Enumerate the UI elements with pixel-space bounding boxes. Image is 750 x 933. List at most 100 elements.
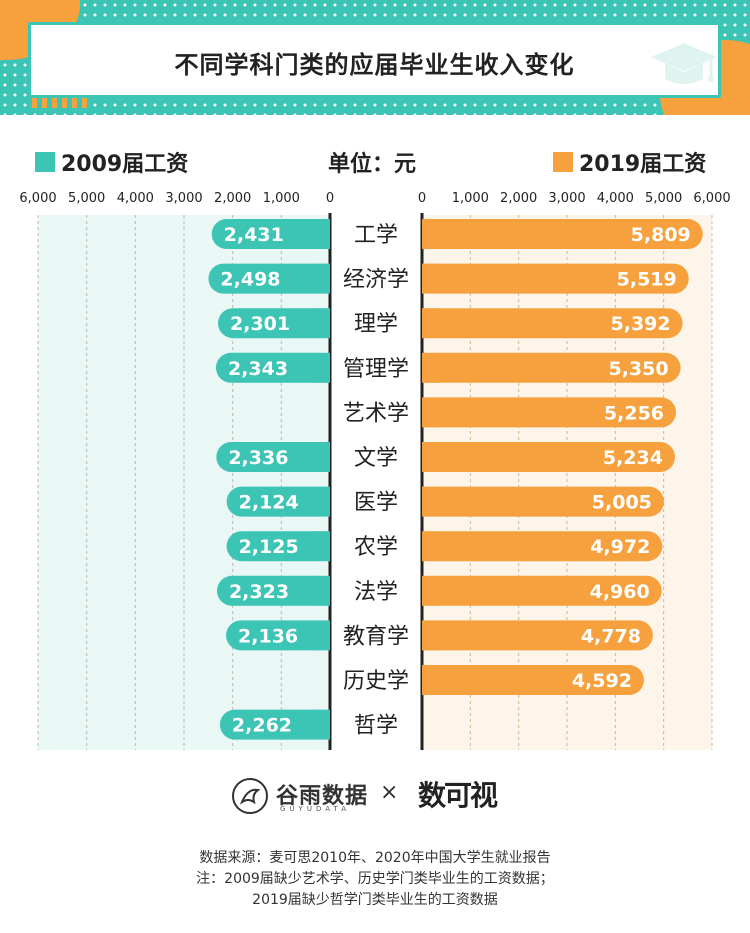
- bar-2009: [215, 352, 330, 383]
- bar-2009: [216, 442, 330, 472]
- tick-label-right: 6,000: [693, 191, 730, 206]
- tick-label-left: 3,000: [165, 191, 202, 206]
- bar-2009-label: 2,431: [224, 224, 284, 246]
- bar-2019-base: [422, 486, 438, 517]
- bar-2009-label: 2,262: [232, 715, 292, 737]
- shuke-logo-text: 数可视: [418, 779, 498, 812]
- bar-2009-base: [314, 575, 330, 606]
- bar-2009: [208, 263, 330, 294]
- bar-2009-base: [314, 620, 330, 651]
- bar-2019: [422, 531, 663, 562]
- bar-2019-base: [422, 219, 438, 249]
- category-label: 工学: [354, 223, 398, 248]
- bar-2009-label: 2,301: [230, 313, 290, 335]
- category-label: 理学: [354, 312, 398, 337]
- bar-2009-base: [314, 219, 330, 249]
- bar-2009-base: [314, 531, 330, 562]
- tick-label-right: 5,000: [645, 191, 682, 206]
- bar-2019: [422, 308, 683, 339]
- bar-2009: [226, 531, 330, 562]
- note-line-1: 注：2009届缺少艺术学、历史学门类毕业生的工资数据；: [196, 871, 554, 887]
- bar-2019: [422, 397, 677, 428]
- bar-2009-base: [314, 486, 330, 517]
- bar-2019: [422, 665, 644, 695]
- tick-label-right: 0: [418, 191, 426, 206]
- butterfly-bar-chart: 0 0 1,000 1,000 2,000 2,000 3,000 3,000 4,000 4,0…: [19, 191, 731, 750]
- bar-2009: [218, 308, 330, 339]
- legend-label-2009: 2009届工资: [61, 152, 189, 177]
- bar-2019-base: [422, 620, 438, 651]
- category-label: 教育学: [343, 624, 409, 649]
- bar-2009-base: [314, 442, 330, 472]
- source-line: 数据来源：麦可思2010年、2020年中国大学生就业报告: [199, 850, 551, 866]
- bar-2019-label: 5,519: [617, 269, 677, 291]
- collab-times: ×: [380, 780, 399, 805]
- bar-2019-label: 5,005: [592, 492, 652, 514]
- tick-label-right: 3,000: [548, 191, 585, 206]
- bar-2009-label: 2,343: [228, 358, 288, 380]
- category-label: 文学: [354, 446, 398, 471]
- bar-2019-label: 5,234: [603, 447, 663, 469]
- bar-2019-label: 4,778: [581, 625, 641, 647]
- bar-2009: [211, 219, 330, 249]
- bar-2019-label: 5,350: [608, 358, 668, 380]
- bar-2019: [422, 442, 675, 472]
- bar-2009-base: [314, 352, 330, 383]
- bar-2009-label: 2,323: [229, 581, 289, 603]
- bar-2009-label: 2,124: [239, 492, 299, 514]
- bar-2009-label: 2,498: [220, 269, 280, 291]
- category-label: 经济学: [343, 268, 409, 293]
- bar-2019-base: [422, 397, 438, 428]
- unit-label: 单位：元: [328, 152, 417, 177]
- note-line-2: 2019届缺少哲学门类毕业生的工资数据: [252, 892, 498, 908]
- bar-2019-label: 5,809: [631, 224, 691, 246]
- bar-2019-label: 4,972: [590, 536, 650, 558]
- legend-2009: 2009届工资: [35, 146, 188, 178]
- bar-2019: [422, 219, 703, 249]
- bar-2009: [226, 620, 330, 651]
- legend-swatch-2019: [553, 152, 573, 172]
- tick-label-right: 1,000: [452, 191, 489, 206]
- tick-label-right: 4,000: [597, 191, 634, 206]
- bar-2009-label: 2,125: [239, 536, 299, 558]
- bar-2019-label: 5,256: [604, 402, 664, 424]
- page-title: 不同学科门类的应届毕业生收入变化: [174, 51, 575, 79]
- bar-2019: [422, 620, 653, 651]
- category-label: 哲学: [354, 714, 398, 739]
- bar-2019-label: 4,960: [590, 581, 650, 603]
- tick-label-right: 2,000: [500, 191, 537, 206]
- tick-label-left: 4,000: [117, 191, 154, 206]
- category-label: 艺术学: [343, 401, 409, 426]
- bar-2009: [226, 486, 330, 517]
- tick-label-left: 2,000: [214, 191, 251, 206]
- tick-label-left: 6,000: [19, 191, 56, 206]
- bar-2019-base: [422, 352, 438, 383]
- bar-2009: [219, 709, 330, 740]
- category-label: 管理学: [343, 357, 409, 382]
- bar-2019-label: 5,392: [611, 313, 671, 335]
- guyu-bird-icon: [232, 778, 268, 814]
- bar-2019-base: [422, 308, 438, 339]
- tick-label-left: 1,000: [263, 191, 300, 206]
- bar-2009-base: [314, 709, 330, 740]
- graduation-cap-icon: [651, 43, 717, 84]
- bar-2019: [422, 486, 664, 517]
- guyu-logo-text: 谷雨数据: [276, 784, 369, 809]
- bar-2009-base: [314, 263, 330, 294]
- tick-label-left: 0: [326, 191, 334, 206]
- bar-2019: [422, 352, 681, 383]
- tick-label-left: 5,000: [68, 191, 105, 206]
- bar-2009-base: [314, 308, 330, 339]
- category-label: 医学: [354, 491, 398, 516]
- bar-2019-base: [422, 442, 438, 472]
- bar-2019-base: [422, 665, 438, 695]
- bar-2019-base: [422, 531, 438, 562]
- legend-2019: 2019届工资: [553, 146, 706, 178]
- title-box: 不同学科门类的应届毕业生收入变化: [28, 22, 721, 98]
- bar-2009: [216, 575, 330, 606]
- bar-2019: [422, 263, 689, 294]
- bar-2019-base: [422, 263, 438, 294]
- bar-2009-label: 2,336: [228, 447, 288, 469]
- footer-notes: 数据来源：麦可思2010年、2020年中国大学生就业报告 注：2009届缺少艺术…: [0, 848, 750, 911]
- bar-2019: [422, 575, 662, 606]
